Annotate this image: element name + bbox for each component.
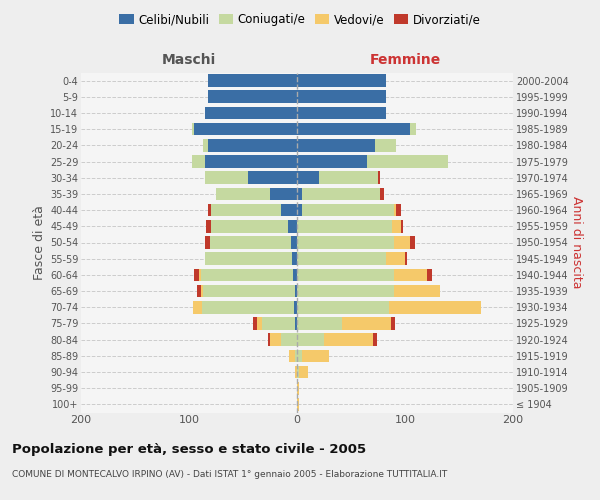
Bar <box>208 204 211 216</box>
Bar <box>302 350 329 362</box>
Bar <box>302 204 394 216</box>
Bar <box>295 366 297 378</box>
Bar <box>297 301 389 314</box>
Bar <box>211 220 289 232</box>
Bar <box>297 285 394 298</box>
Bar <box>201 268 293 281</box>
Bar <box>262 317 295 330</box>
Bar <box>297 188 302 200</box>
Bar <box>208 90 297 103</box>
Bar <box>297 350 302 362</box>
Y-axis label: Fasce di età: Fasce di età <box>32 205 46 280</box>
Bar <box>297 268 394 281</box>
Bar <box>292 252 297 265</box>
Bar <box>373 334 377 346</box>
Bar <box>205 172 248 184</box>
Bar <box>297 74 386 87</box>
Bar <box>201 285 203 298</box>
Bar <box>270 334 281 346</box>
Bar <box>324 334 373 346</box>
Bar <box>297 334 324 346</box>
Bar <box>386 252 405 265</box>
Text: COMUNE DI MONTECALVO IRPINO (AV) - Dati ISTAT 1° gennaio 2005 - Elaborazione TUT: COMUNE DI MONTECALVO IRPINO (AV) - Dati … <box>12 470 447 479</box>
Bar <box>410 236 415 249</box>
Bar <box>281 204 297 216</box>
Bar <box>202 301 294 314</box>
Bar <box>289 350 295 362</box>
Bar <box>295 285 297 298</box>
Bar <box>297 172 319 184</box>
Bar <box>297 366 299 378</box>
Bar <box>297 252 386 265</box>
Bar <box>401 220 403 232</box>
Bar <box>391 317 395 330</box>
Bar <box>297 382 299 394</box>
Bar <box>294 301 297 314</box>
Bar <box>197 285 201 298</box>
Bar <box>394 268 427 281</box>
Bar <box>297 398 299 410</box>
Bar <box>380 188 385 200</box>
Bar <box>289 220 297 232</box>
Bar <box>270 188 297 200</box>
Bar <box>295 317 297 330</box>
Text: Popolazione per età, sesso e stato civile - 2005: Popolazione per età, sesso e stato civil… <box>12 442 366 456</box>
Bar <box>205 236 209 249</box>
Bar <box>208 139 297 151</box>
Bar <box>375 139 397 151</box>
Text: Maschi: Maschi <box>162 54 216 68</box>
Bar <box>410 123 416 136</box>
Bar <box>319 172 378 184</box>
Bar <box>397 204 401 216</box>
Bar <box>199 268 201 281</box>
Bar <box>257 317 262 330</box>
Bar <box>205 155 297 168</box>
Bar <box>281 334 297 346</box>
Bar <box>405 252 407 265</box>
Bar <box>297 204 302 216</box>
Bar <box>205 106 297 120</box>
Bar <box>297 220 392 232</box>
Bar <box>394 285 440 298</box>
Bar <box>208 74 297 87</box>
Bar <box>427 268 432 281</box>
Bar <box>297 155 367 168</box>
Bar <box>297 90 386 103</box>
Text: Femmine: Femmine <box>370 54 440 68</box>
Bar <box>297 317 343 330</box>
Bar <box>192 155 205 168</box>
Bar <box>378 172 380 184</box>
Bar <box>293 268 297 281</box>
Bar <box>253 317 257 330</box>
Bar <box>209 236 290 249</box>
Bar <box>290 236 297 249</box>
Bar <box>194 123 297 136</box>
Bar <box>394 236 410 249</box>
Legend: Celibi/Nubili, Coniugati/e, Vedovi/e, Divorziati/e: Celibi/Nubili, Coniugati/e, Vedovi/e, Di… <box>115 8 485 31</box>
Bar <box>392 220 401 232</box>
Bar <box>389 301 481 314</box>
Bar <box>297 123 410 136</box>
Bar <box>194 268 199 281</box>
Bar <box>203 285 295 298</box>
Bar <box>297 106 386 120</box>
Bar <box>205 252 292 265</box>
Bar <box>297 139 375 151</box>
Bar <box>299 366 308 378</box>
Bar <box>206 220 211 232</box>
Bar <box>295 350 297 362</box>
Bar <box>302 188 380 200</box>
Bar <box>203 139 208 151</box>
Bar <box>394 204 397 216</box>
Bar <box>297 236 394 249</box>
Bar <box>248 172 297 184</box>
Bar <box>192 123 194 136</box>
Bar <box>193 301 202 314</box>
Bar <box>367 155 448 168</box>
Bar <box>216 188 270 200</box>
Y-axis label: Anni di nascita: Anni di nascita <box>569 196 583 288</box>
Bar <box>343 317 391 330</box>
Bar <box>211 204 281 216</box>
Bar <box>268 334 270 346</box>
